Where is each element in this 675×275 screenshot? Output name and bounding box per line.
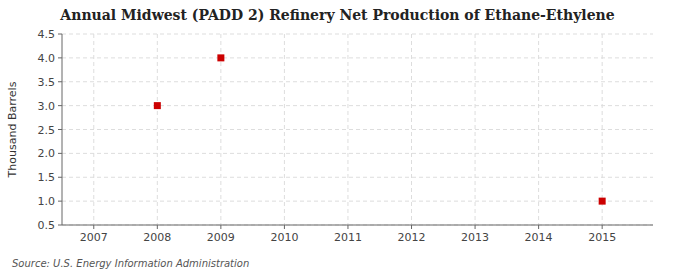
y-tick-label: 4.0 bbox=[38, 52, 56, 65]
y-grid-line bbox=[62, 201, 653, 202]
x-tick bbox=[475, 225, 476, 229]
x-tick bbox=[284, 225, 285, 229]
x-tick bbox=[347, 225, 348, 229]
source-annotation: Source: U.S. Energy Information Administ… bbox=[12, 258, 249, 269]
x-tick bbox=[93, 225, 94, 229]
y-tick-label: 2.5 bbox=[38, 124, 56, 137]
x-tick-label: 2008 bbox=[143, 231, 171, 244]
y-tick-label: 3.5 bbox=[38, 76, 56, 89]
points bbox=[154, 54, 606, 204]
y-tick-label: 1.0 bbox=[38, 195, 56, 208]
x-tick bbox=[220, 225, 221, 229]
x-tick bbox=[602, 225, 603, 229]
grid bbox=[62, 34, 653, 225]
x-tick-label: 2012 bbox=[398, 231, 426, 244]
x-tick bbox=[411, 225, 412, 229]
y-tick bbox=[58, 153, 62, 154]
y-tick bbox=[58, 57, 62, 58]
y-grid-line bbox=[62, 57, 653, 58]
y-tick-label: 1.5 bbox=[38, 171, 56, 184]
point bbox=[217, 54, 224, 61]
y-grid-line bbox=[62, 34, 653, 35]
point bbox=[154, 102, 161, 109]
y-tick-label: 4.5 bbox=[38, 28, 56, 41]
y-tick bbox=[58, 201, 62, 202]
x-grid-line bbox=[411, 34, 412, 225]
x-tick-label: 2015 bbox=[588, 231, 616, 244]
y-grid-line bbox=[62, 177, 653, 178]
point bbox=[599, 198, 606, 205]
x-tick-label: 2014 bbox=[525, 231, 553, 244]
x-grid-line bbox=[284, 34, 285, 225]
x-tick-label: 2011 bbox=[334, 231, 362, 244]
x-grid-line bbox=[347, 34, 348, 225]
y-grid-line bbox=[62, 153, 653, 154]
y-grid-line bbox=[62, 129, 653, 130]
y-tick-label: 2.0 bbox=[38, 147, 56, 160]
y-tick bbox=[58, 225, 62, 226]
x-tick bbox=[157, 225, 158, 229]
y-tick bbox=[58, 81, 62, 82]
x-tick-label: 2007 bbox=[80, 231, 108, 244]
y-grid-line bbox=[62, 81, 653, 82]
chart: Annual Midwest (PADD 2) Refinery Net Pro… bbox=[0, 0, 675, 275]
y-grid-line bbox=[62, 225, 653, 226]
y-tick bbox=[58, 129, 62, 130]
x-tick bbox=[538, 225, 539, 229]
axes: 2007 2008 2009 2010 2011 2012 2013 2014 2015 0.5 1… bbox=[38, 28, 654, 244]
y-tick-label: 3.0 bbox=[38, 100, 56, 113]
x-tick-label: 2013 bbox=[461, 231, 489, 244]
x-tick-label: 2009 bbox=[207, 231, 235, 244]
x-grid-line bbox=[220, 34, 221, 225]
y-grid-line bbox=[62, 105, 653, 106]
y-axis-label: Thousand Barrels bbox=[6, 81, 19, 178]
title: Annual Midwest (PADD 2) Refinery Net Pro… bbox=[59, 7, 614, 23]
y-axis-line bbox=[62, 34, 63, 225]
y-tick-label: 0.5 bbox=[38, 219, 56, 232]
y-tick bbox=[58, 177, 62, 178]
chart-container: Annual Midwest (PADD 2) Refinery Net Pro… bbox=[0, 0, 675, 275]
x-axis-line bbox=[62, 225, 653, 226]
y-tick bbox=[58, 34, 62, 35]
x-tick-label: 2010 bbox=[270, 231, 298, 244]
y-tick bbox=[58, 105, 62, 106]
